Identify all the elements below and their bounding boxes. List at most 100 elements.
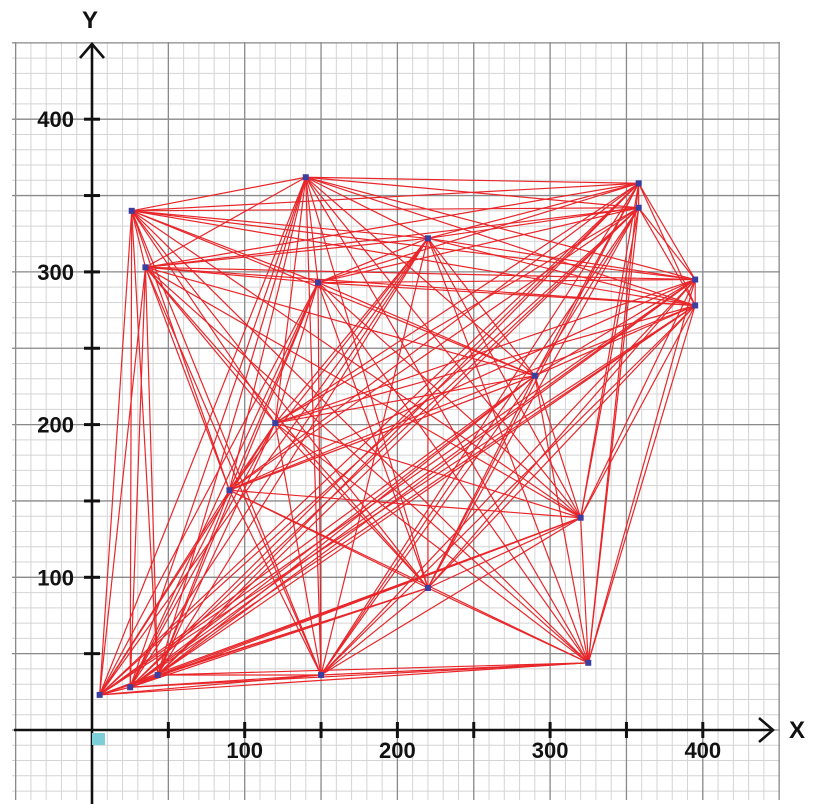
edge-line	[131, 210, 429, 589]
edge-line	[534, 183, 640, 377]
x-tick-label: 300	[532, 738, 569, 763]
data-point	[154, 672, 161, 679]
edge-line	[229, 207, 640, 491]
data-point	[127, 684, 134, 691]
edge-line	[317, 182, 639, 284]
y-tick-label: 200	[37, 413, 74, 438]
edge-line	[305, 176, 696, 307]
edge-line	[275, 422, 581, 519]
edge-line	[99, 267, 147, 695]
edge-line	[228, 237, 429, 491]
edge-line	[144, 267, 230, 491]
edge-line	[228, 422, 276, 491]
points	[96, 174, 699, 698]
edge-line	[131, 182, 639, 212]
edge-line	[427, 237, 536, 377]
edge-line	[638, 207, 696, 280]
edge-line	[638, 183, 696, 280]
edge-line	[274, 182, 639, 424]
edge-line	[534, 279, 696, 377]
edge-line	[534, 375, 589, 663]
tick-labels: 100 200 300 400 100 200 300 400	[37, 107, 721, 763]
edge-line	[157, 587, 429, 676]
edge-line	[534, 304, 696, 377]
edge-line	[587, 305, 696, 663]
edge-line	[99, 662, 589, 696]
edge-line	[317, 282, 589, 664]
edge-line	[275, 278, 696, 424]
edge-line	[274, 422, 589, 664]
edge-line	[145, 182, 639, 268]
data-point	[142, 264, 149, 271]
edge-line	[145, 266, 696, 281]
data-point	[318, 672, 325, 679]
x-axis-label: X	[789, 717, 805, 744]
edge-line	[129, 375, 536, 688]
edge-line	[129, 237, 429, 688]
edge-line	[99, 674, 322, 696]
edge-line	[274, 282, 319, 424]
edge-line	[305, 176, 639, 184]
data-point	[692, 276, 699, 283]
edge-line	[320, 207, 640, 676]
data-point	[302, 174, 309, 181]
edge-line	[427, 305, 696, 589]
edge-line	[229, 182, 640, 491]
edge-line	[427, 238, 582, 519]
edge-line	[305, 176, 589, 664]
edge-line	[228, 282, 319, 491]
data-point	[96, 691, 103, 698]
edge-line	[157, 279, 696, 676]
edge-line	[144, 266, 429, 589]
edge-line	[274, 422, 322, 676]
edge-line	[305, 176, 639, 209]
edge-line	[427, 207, 639, 239]
edge-line	[427, 237, 696, 307]
edge-line	[580, 517, 589, 663]
x-tick-label: 100	[226, 738, 263, 763]
edge-line	[580, 207, 640, 518]
edge-line	[131, 207, 639, 212]
data-point	[226, 487, 233, 494]
edge-line	[317, 282, 536, 377]
edge-line	[144, 267, 159, 676]
x-axis-arrow	[758, 717, 775, 743]
edge-line	[145, 207, 639, 268]
edge-line	[321, 662, 589, 676]
edge-line	[320, 279, 696, 676]
data-point	[577, 514, 584, 521]
edge-line	[275, 304, 696, 424]
edge-line	[157, 177, 307, 676]
edge-line	[427, 207, 640, 589]
edge-line	[274, 422, 429, 589]
edge-line	[274, 207, 639, 424]
data-point	[128, 207, 135, 214]
edge-line	[129, 182, 640, 688]
y-tick-label: 300	[37, 260, 74, 285]
x-tick-label: 400	[684, 738, 721, 763]
edge-line	[275, 375, 535, 424]
edges	[99, 176, 696, 696]
edge-line	[229, 278, 696, 491]
edge-line	[274, 177, 307, 424]
edge-line	[157, 375, 536, 676]
edge-line	[131, 210, 696, 281]
edge-line	[305, 177, 322, 676]
edge-line	[131, 210, 428, 239]
edge-line	[580, 279, 696, 519]
edge-line	[157, 182, 640, 676]
edge-line	[320, 305, 696, 676]
edge-line	[229, 489, 429, 589]
edge-line	[587, 279, 696, 663]
data-point	[635, 180, 642, 187]
edge-line	[580, 305, 696, 519]
edge-line	[99, 282, 319, 696]
edge-line	[131, 210, 536, 377]
x-tick-label: 200	[379, 738, 416, 763]
edge-line	[131, 210, 147, 268]
y-tick-label: 400	[37, 107, 74, 132]
edge-line	[129, 282, 319, 688]
edge-line	[638, 207, 696, 306]
edge-line	[129, 489, 230, 688]
edge-line	[427, 183, 640, 589]
